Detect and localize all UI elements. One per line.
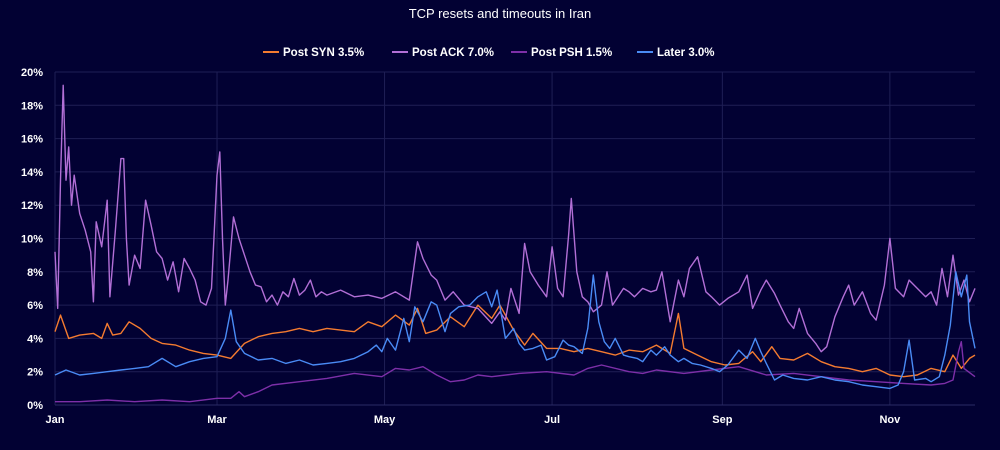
series-line-1 — [54, 304, 976, 378]
y-tick-label: 0% — [27, 400, 43, 412]
x-tick-label: Jul — [544, 414, 560, 426]
legend-label: Later 3.0% — [657, 47, 715, 59]
x-tick-label: Nov — [879, 414, 901, 426]
x-tick-label: Sep — [712, 414, 732, 426]
x-tick-label: May — [374, 414, 396, 426]
y-tick-label: 12% — [21, 200, 43, 212]
y-tick-label: 6% — [27, 300, 43, 312]
legend-item-4[interactable]: Later 3.0% — [637, 47, 715, 59]
y-tick-label: 18% — [21, 100, 43, 112]
series-line-3 — [55, 341, 976, 403]
legend-label: Post ACK 7.0% — [412, 47, 494, 59]
y-tick-label: 4% — [27, 333, 43, 345]
legend: Post SYN 3.5% Post ACK 7.0% Post PSH 1.5% L… — [263, 47, 715, 59]
chart-title: TCP resets and timeouts in Iran — [409, 6, 592, 21]
legend-label: Post SYN 3.5% — [283, 47, 364, 59]
legend-item-1[interactable]: Post SYN 3.5% — [263, 47, 364, 59]
y-tick-label: 10% — [21, 234, 43, 246]
x-axis-ticks: Jan Mar May Jul Sep Nov — [46, 414, 902, 426]
series-line-2 — [54, 84, 976, 353]
y-tick-label: 14% — [21, 167, 43, 179]
grid — [54, 71, 975, 406]
y-tick-label: 8% — [27, 267, 43, 279]
y-tick-label: 20% — [21, 67, 43, 79]
legend-label: Post PSH 1.5% — [531, 47, 612, 59]
x-tick-label: Mar — [207, 414, 227, 426]
x-tick-label: Jan — [46, 414, 65, 426]
y-tick-label: 16% — [21, 134, 43, 146]
y-tick-label: 2% — [27, 367, 43, 379]
legend-item-3[interactable]: Post PSH 1.5% — [511, 47, 612, 59]
legend-item-2[interactable]: Post ACK 7.0% — [392, 47, 494, 59]
series-line-4 — [54, 271, 976, 390]
y-axis-ticks: 0% 2% 4% 6% 8% 10% 12% 14% 16% 18% 20% — [21, 67, 43, 412]
series-group — [54, 84, 976, 403]
